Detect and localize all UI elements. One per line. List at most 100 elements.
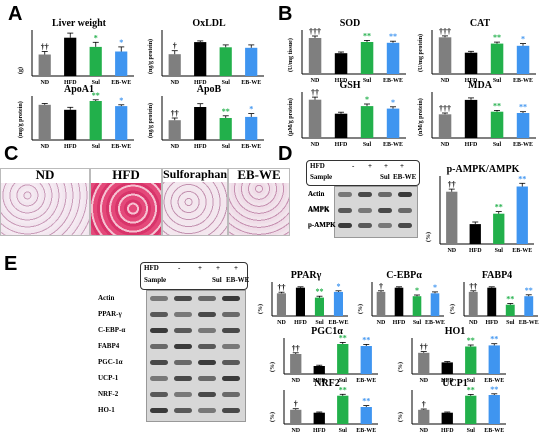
x-tick-label: Sul (92, 80, 101, 86)
x-tick-label: EB-WE (512, 248, 532, 254)
bar-nd (168, 120, 181, 140)
blot-band (198, 360, 216, 365)
blot-e-mark: + (198, 264, 202, 272)
bar-hfd (334, 113, 348, 138)
blot-band (174, 296, 192, 301)
blot-band (174, 328, 192, 333)
bar-hfd (441, 362, 453, 374)
panel-letter-d: D (278, 143, 293, 165)
histology-nd: ND (0, 168, 90, 236)
blot-e-mark: + (216, 264, 220, 272)
chart-title: Liver weight (52, 18, 106, 29)
bar-sul (89, 101, 102, 140)
blot-d-header-box (306, 160, 420, 186)
bar-eb-we (516, 113, 530, 138)
chart-title: MDA (468, 80, 492, 91)
blot-band (198, 296, 216, 301)
blot-band (222, 312, 240, 317)
blot-band (150, 392, 168, 397)
bar-hfd (64, 37, 77, 76)
blot-band (198, 408, 216, 413)
x-tick-label: HFD (485, 320, 498, 326)
significance-mark: ** (493, 101, 501, 110)
bar-hfd (313, 412, 325, 424)
significance-mark: ** (490, 335, 498, 344)
blot-band (198, 392, 216, 397)
x-tick-label: Sul (413, 320, 422, 326)
x-tick-label: Sul (363, 78, 372, 84)
blot-band (150, 296, 168, 301)
bar-nd (308, 99, 322, 138)
x-tick-label: EB-WE (425, 320, 445, 326)
x-tick-label: HFD (335, 78, 348, 84)
x-tick-label: Sul (493, 142, 502, 148)
chart-title: C-EBPα (386, 270, 422, 281)
x-tick-label: ND (170, 80, 179, 86)
bar-hfd (334, 53, 348, 74)
chart-nrf2: NRF2 (%) † ND HFD ** Sul ** EB-WE (270, 378, 382, 440)
chart-title: GSH (339, 80, 361, 91)
blot-band (174, 408, 192, 413)
significance-mark: ††† (439, 104, 451, 113)
blot-band (398, 223, 412, 228)
significance-mark: ** (518, 174, 526, 183)
panel-letter-b: B (278, 3, 293, 25)
chart-title: FABP4 (481, 270, 513, 281)
x-tick-label: HFD (313, 378, 326, 384)
significance-mark: †† (292, 344, 300, 353)
bar-sul (490, 111, 504, 138)
blot-band-label: AMPK (308, 205, 330, 214)
x-tick-label: ND (277, 320, 286, 326)
bar-nd (418, 409, 430, 424)
bar-sul (465, 395, 477, 424)
x-tick-label: ND (441, 142, 450, 148)
blot-e-hfd-label: HFD (144, 264, 159, 272)
bar-hfd (295, 287, 305, 316)
x-tick-label: ND (170, 144, 179, 150)
x-tick-label: HFD (441, 378, 454, 384)
blot-band (174, 392, 192, 397)
significance-mark: * (391, 98, 395, 107)
blot-band-label: FABP4 (98, 342, 120, 350)
chart-apob: ApoB (ng/g protein) †† ND HFD ** Sul * EB-WE (148, 84, 268, 156)
blot-band (378, 223, 392, 228)
panel-letter-a: A (8, 3, 23, 25)
significance-mark: † (422, 400, 426, 409)
significance-mark: * (119, 38, 123, 47)
x-tick-label: ND (311, 78, 320, 84)
blot-e-header-box (140, 262, 248, 290)
blot-band (174, 376, 192, 381)
significance-mark: * (365, 95, 369, 104)
chart-apoa1: ApoA1 (mg/g protein) ND HFD ** Sul * EB-WE (18, 84, 138, 156)
chart-title: SOD (339, 18, 361, 29)
bar-sul (314, 297, 324, 316)
bar-nd (38, 104, 51, 140)
histology-label: Sulforaphane (163, 168, 228, 182)
bar-hfd (313, 366, 325, 374)
blot-band (398, 207, 412, 213)
chart-ucp1: UCP1 (%) † ND HFD ** Sul ** EB-WE (398, 378, 510, 440)
chart-title: CAT (469, 18, 491, 29)
blot-d-mark: + (400, 162, 404, 170)
significance-mark: ** (519, 103, 527, 112)
significance-mark: ** (506, 295, 514, 304)
significance-mark: ** (316, 287, 324, 296)
bar-sul (89, 46, 102, 76)
histology-sulforaphane: Sulforaphane (162, 168, 228, 236)
bar-sul (493, 213, 505, 244)
chart-title: OxLDL (192, 18, 226, 29)
x-tick-label: Sul (222, 80, 231, 86)
bar-nd (438, 37, 452, 74)
blot-band-label: UCP-1 (98, 374, 119, 382)
bar-eb-we (333, 291, 343, 316)
blot-band (198, 328, 216, 333)
significance-mark: ** (339, 333, 347, 342)
bar-nd (438, 114, 452, 138)
blot-band (222, 344, 240, 349)
bar-eb-we (386, 108, 400, 138)
blot-band (222, 328, 240, 333)
blot-d-mark: - (352, 162, 355, 170)
x-tick-label: HFD (194, 144, 207, 150)
chart-ho1: HO1 (%) †† ND HFD ** Sul ** EB-WE (398, 326, 510, 390)
bar-nd (276, 293, 286, 316)
